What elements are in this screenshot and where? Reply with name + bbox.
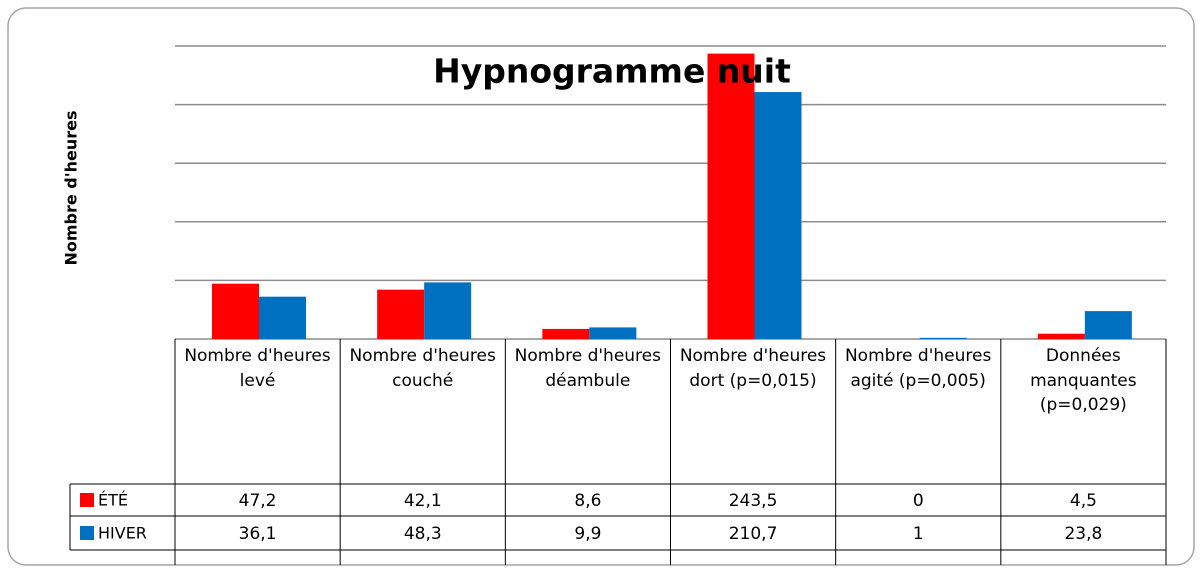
data-label: 1: [913, 524, 924, 544]
bar: [424, 282, 472, 339]
bar: [542, 328, 590, 339]
legend-label: HIVER: [98, 524, 147, 543]
x-tick-label: Nombre d'heures déambule: [514, 346, 661, 391]
data-label: 47,2: [239, 491, 277, 511]
data-label: 243,5: [729, 491, 778, 511]
bar: [259, 296, 306, 339]
x-tick-label: Nombre d'heures agité (p=0,005): [844, 346, 992, 391]
bar: [707, 53, 755, 339]
legend-label: ÉTÉ: [98, 491, 128, 510]
bar: [1084, 311, 1132, 339]
bar: [1037, 333, 1085, 339]
data-label: 48,3: [404, 524, 442, 544]
x-tick-label: Nombre d'heures dort (p=0,015): [679, 346, 827, 391]
bar: [589, 327, 637, 339]
data-label: 42,1: [404, 491, 442, 511]
data-label: 8,6: [574, 491, 601, 511]
y-axis-label: Nombre d'heures: [62, 110, 81, 265]
x-tick-label: Nombre d'heures levé: [184, 346, 331, 391]
x-tick-label: Nombre d'heures couché: [349, 346, 496, 391]
data-label: 210,7: [729, 524, 778, 544]
x-tick-label: Données manquantes (p=0,029): [1030, 346, 1137, 415]
bar: [919, 337, 967, 339]
legend-key: [80, 526, 94, 540]
data-label: 23,8: [1064, 524, 1102, 544]
bar: [754, 92, 802, 339]
data-label: 36,1: [239, 524, 277, 544]
bar: [212, 283, 259, 339]
chart-frame: [7, 7, 1195, 566]
data-label: 0: [913, 491, 924, 511]
data-label: 4,5: [1070, 491, 1097, 511]
data-label: 9,9: [574, 524, 601, 544]
legend-key: [80, 493, 94, 507]
chart-title: Hypnogramme nuit: [433, 52, 791, 91]
bar: [377, 289, 425, 339]
